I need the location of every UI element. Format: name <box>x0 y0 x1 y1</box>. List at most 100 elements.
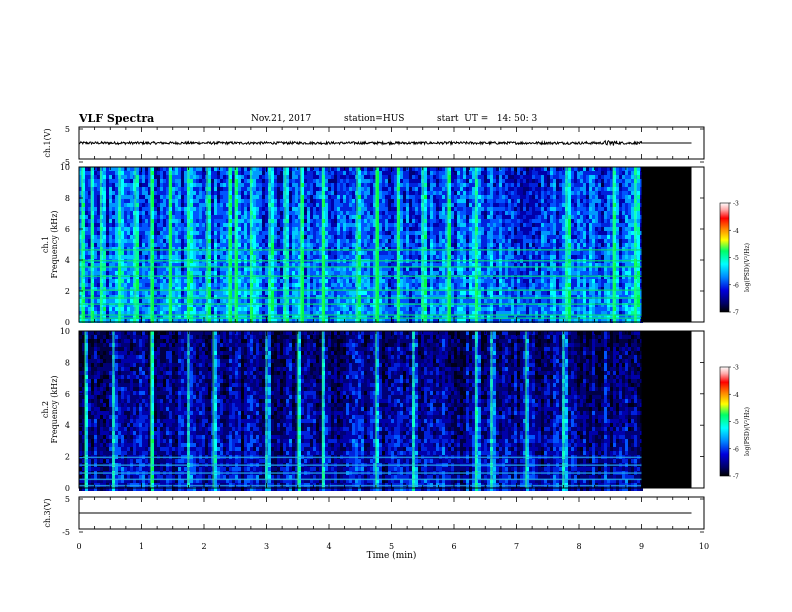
psd-cell <box>262 175 265 179</box>
psd-cell <box>226 223 229 227</box>
psd-cell <box>226 263 229 267</box>
psd-cell <box>178 223 181 227</box>
psd-cell <box>298 299 301 303</box>
psd-cell <box>433 235 436 239</box>
psd-cell <box>325 295 328 299</box>
psd-cell <box>409 183 412 187</box>
psd-cell <box>124 287 127 291</box>
psd-cell <box>82 263 85 267</box>
psd-cell <box>157 187 160 191</box>
psd-cell <box>427 207 430 211</box>
psd-cell <box>238 179 241 183</box>
psd-cell <box>229 271 232 275</box>
psd-cell <box>88 279 91 283</box>
psd-cell <box>367 283 370 287</box>
psd-cell <box>85 199 88 203</box>
psd-cell <box>208 179 211 183</box>
psd-cell <box>244 307 247 311</box>
psd-cell <box>274 299 277 303</box>
psd-cell <box>367 187 370 191</box>
psd-cell <box>202 227 205 231</box>
psd-cell <box>406 251 409 255</box>
psd-cell <box>154 255 157 259</box>
psd-cell <box>94 303 97 307</box>
psd-cell <box>241 303 244 307</box>
psd-cell <box>337 187 340 191</box>
psd-cell <box>151 167 154 171</box>
psd-cell <box>349 231 352 235</box>
psd-cell <box>124 211 127 215</box>
psd-cell <box>175 195 178 199</box>
psd-cell <box>367 315 370 319</box>
psd-cell <box>400 235 403 239</box>
psd-cell <box>430 207 433 211</box>
psd-cell <box>367 267 370 271</box>
psd-cell <box>385 303 388 307</box>
psd-cell <box>457 239 460 243</box>
psd-cell <box>313 315 316 319</box>
psd-cell <box>394 231 397 235</box>
psd-cell <box>241 279 244 283</box>
psd-cell <box>136 307 139 311</box>
psd-cell <box>82 203 85 207</box>
psd-cell <box>313 279 316 283</box>
psd-cell <box>115 267 118 271</box>
psd-cell <box>400 291 403 295</box>
psd-cell <box>439 267 442 271</box>
psd-cell <box>238 279 241 283</box>
psd-cell <box>277 235 280 239</box>
psd-cell <box>349 315 352 319</box>
psd-cell <box>331 167 334 171</box>
psd-cell <box>178 315 181 319</box>
psd-cell <box>193 215 196 219</box>
psd-cell <box>412 303 415 307</box>
psd-cell <box>121 231 124 235</box>
psd-cell <box>364 167 367 171</box>
psd-cell <box>193 175 196 179</box>
psd-cell <box>247 303 250 307</box>
psd-cell <box>208 255 211 259</box>
psd-cell <box>232 263 235 267</box>
psd-cell <box>196 171 199 175</box>
psd-cell <box>295 247 298 251</box>
psd-cell <box>385 279 388 283</box>
psd-cell <box>307 239 310 243</box>
psd-cell <box>286 183 289 187</box>
psd-cell <box>331 231 334 235</box>
psd-cell <box>193 271 196 275</box>
psd-cell <box>112 303 115 307</box>
psd-cell <box>223 187 226 191</box>
spectrogram-layer <box>79 167 692 491</box>
psd-cell <box>160 319 163 323</box>
psd-cell <box>298 179 301 183</box>
psd-cell <box>190 267 193 271</box>
psd-cell <box>385 223 388 227</box>
psd-cell <box>448 243 451 247</box>
psd-cell <box>460 239 463 243</box>
psd-cell <box>358 315 361 319</box>
psd-cell <box>196 227 199 231</box>
psd-cell <box>196 191 199 195</box>
psd-cell <box>343 219 346 223</box>
psd-cell <box>430 167 433 171</box>
psd-cell <box>241 171 244 175</box>
psd-cell <box>460 295 463 299</box>
psd-cell <box>391 251 394 255</box>
psd-cell <box>109 199 112 203</box>
psd-cell <box>220 243 223 247</box>
psd-cell <box>139 235 142 239</box>
psd-cell <box>346 175 349 179</box>
psd-cell <box>112 179 115 183</box>
psd-cell <box>193 219 196 223</box>
psd-cell <box>157 295 160 299</box>
psd-cell <box>121 195 124 199</box>
psd-cell <box>130 219 133 223</box>
psd-cell <box>388 235 391 239</box>
psd-cell <box>292 287 295 291</box>
psd-cell <box>253 291 256 295</box>
psd-cell <box>136 183 139 187</box>
psd-cell <box>103 287 106 291</box>
psd-cell <box>418 227 421 231</box>
psd-cell <box>79 315 82 319</box>
